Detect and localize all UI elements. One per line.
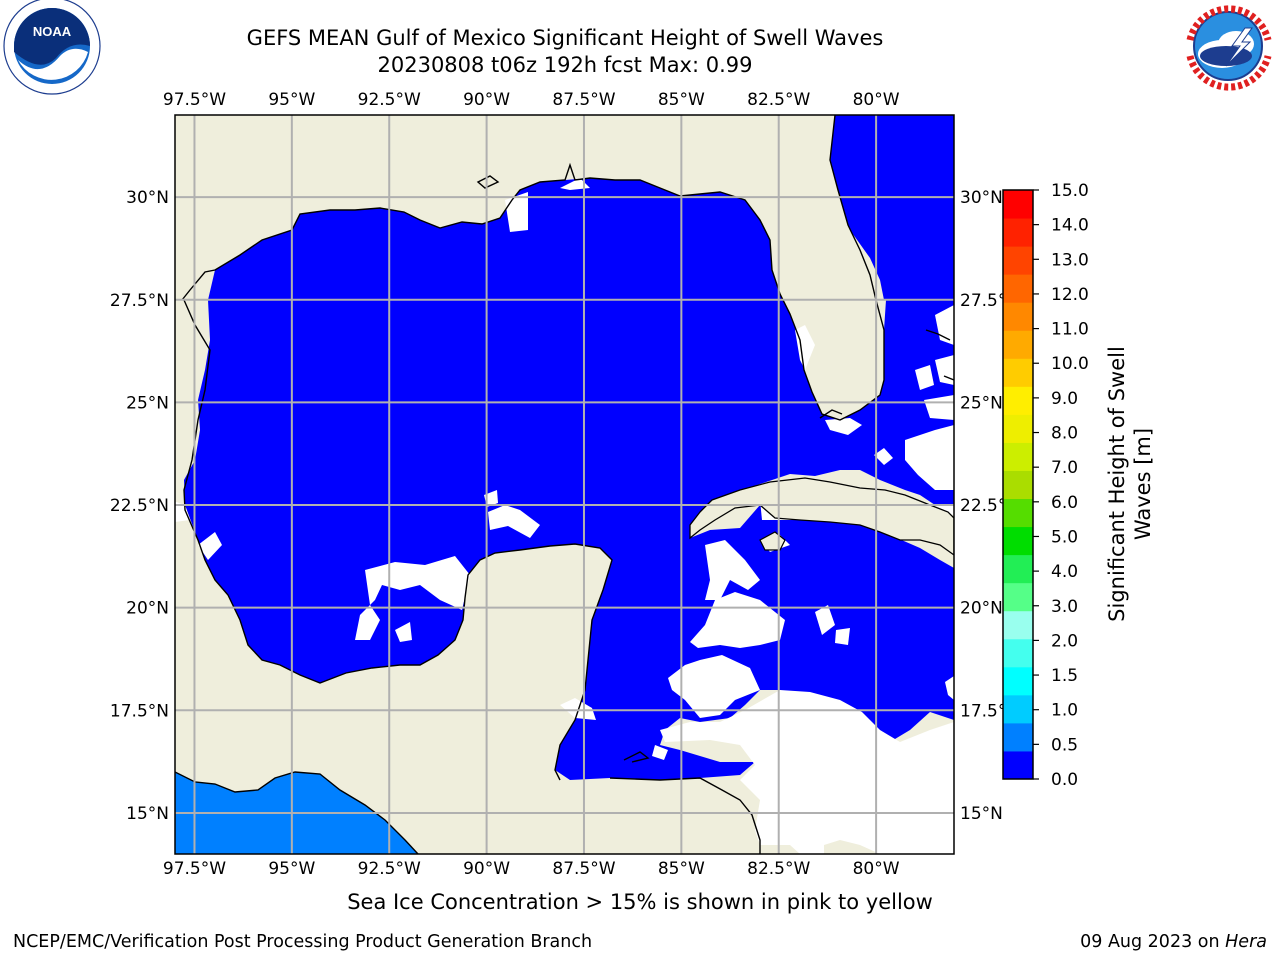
colorbar-tick-label: 6.0 [1051,493,1078,513]
colorbar-segment [1003,498,1033,528]
colorbar-tick-label: 1.5 [1051,666,1078,686]
footer-date: 09 Aug 2023 on Hera [1080,932,1267,952]
colorbar-tick-label: 15.0 [1051,181,1089,201]
lat-label-right: 20°N [960,599,1003,619]
lat-label-left: 20°N [126,599,169,619]
caribbean-swell-field [760,540,954,700]
lat-label-left: 17.5°N [110,701,169,721]
sea-ice-note: Sea Ice Concentration > 15% is shown in … [347,890,933,914]
lon-label-bottom: 80°W [853,859,900,879]
colorbar-segment [1003,246,1033,275]
lat-label-right: 15°N [960,804,1003,824]
colorbar-tick-label: 7.0 [1051,458,1078,478]
map-grid [175,115,954,854]
colorbar-segment [1003,638,1033,668]
lon-label-top: 87.5°W [552,90,615,110]
colorbar-segment [1003,470,1033,500]
lon-label-top: 80°W [853,90,900,110]
colorbar-tick-label: 9.0 [1051,389,1078,409]
colorbar-segment [1003,358,1033,387]
colorbar [1002,189,1034,780]
chart-subtitle: 20230808 t06z 192h fcst Max: 0.99 [377,53,753,77]
colorbar-tick-label: 13.0 [1051,250,1089,270]
lon-label-bottom: 87.5°W [552,859,615,879]
colorbar-segment [1003,610,1033,640]
lat-label-left: 30°N [126,188,169,208]
lon-label-bottom: 97.5°W [163,859,226,879]
colorbar-tick-label: 11.0 [1051,320,1089,340]
lon-label-top: 97.5°W [163,90,226,110]
colorbar-segment [1003,442,1033,471]
colorbar-tick-label: 5.0 [1051,527,1078,547]
cuba-landmass [689,477,954,556]
colorbar-tick-label: 0.5 [1051,735,1078,755]
lat-label-right: 30°N [960,188,1003,208]
lon-label-bottom: 92.5°W [358,859,421,879]
chart-title: GEFS MEAN Gulf of Mexico Significant Hei… [246,26,884,50]
colorbar-tick-label: 3.0 [1051,597,1078,617]
colorbar-tick-label: 0.0 [1051,770,1078,790]
lat-label-left: 22.5°N [110,496,169,516]
lat-label-left: 25°N [126,393,169,413]
lon-label-top: 95°W [268,90,315,110]
colorbar-segment [1003,190,1033,219]
lat-label-left: 15°N [126,804,169,824]
colorbar-segment [1003,330,1033,359]
lon-label-bottom: 85°W [658,859,705,879]
colorbar-tick-label: 2.0 [1051,631,1078,651]
lat-label-left: 27.5°N [110,291,169,311]
lon-label-bottom: 95°W [268,859,315,879]
map-area [175,115,954,854]
colorbar-segment [1003,274,1033,303]
map-frame [174,114,955,855]
footer-credit: NCEP/EMC/Verification Post Processing Pr… [13,932,593,952]
colorbar-segment [1003,750,1033,780]
footer-host: Hera [1225,932,1267,952]
noaa-logo: NOAA [3,0,101,95]
lon-label-bottom: 82.5°W [747,859,810,879]
colorbar-label-line1: Significant Height of Swell [1105,346,1129,622]
colorbar-segment [1003,666,1033,696]
colorbar-tick-label: 4.0 [1051,562,1078,582]
colorbar-segment [1003,526,1033,556]
atlantic-swell-field [830,115,954,300]
colorbar-tick-label: 8.0 [1051,424,1078,444]
lon-label-top: 90°W [463,90,510,110]
colorbar-tick-label: 12.0 [1051,285,1089,305]
colorbar-label-line2: Waves [m] [1131,428,1155,540]
noaa-logo-text: NOAA [33,24,72,39]
colorbar-tick-label: 1.0 [1051,701,1078,721]
colorbar-segment [1003,554,1033,584]
lon-label-top: 85°W [658,90,705,110]
colorbar-tick-label: 14.0 [1051,216,1089,236]
nws-logo [1180,0,1276,94]
footer-date-text: 09 Aug 2023 on [1080,932,1226,952]
lon-label-bottom: 90°W [463,859,510,879]
lon-label-top: 82.5°W [747,90,810,110]
colorbar-segment [1003,694,1033,724]
lon-label-top: 92.5°W [358,90,421,110]
colorbar-segment [1003,582,1033,612]
colorbar-tick-label: 10.0 [1051,354,1089,374]
colorbar-segment [1003,722,1033,752]
colorbar-segment [1003,414,1033,443]
lat-label-right: 25°N [960,393,1003,413]
colorbar-segment [1003,386,1033,415]
colorbar-segment [1003,302,1033,331]
colorbar-frame [1002,189,1034,780]
colorbar-segment [1003,218,1033,247]
